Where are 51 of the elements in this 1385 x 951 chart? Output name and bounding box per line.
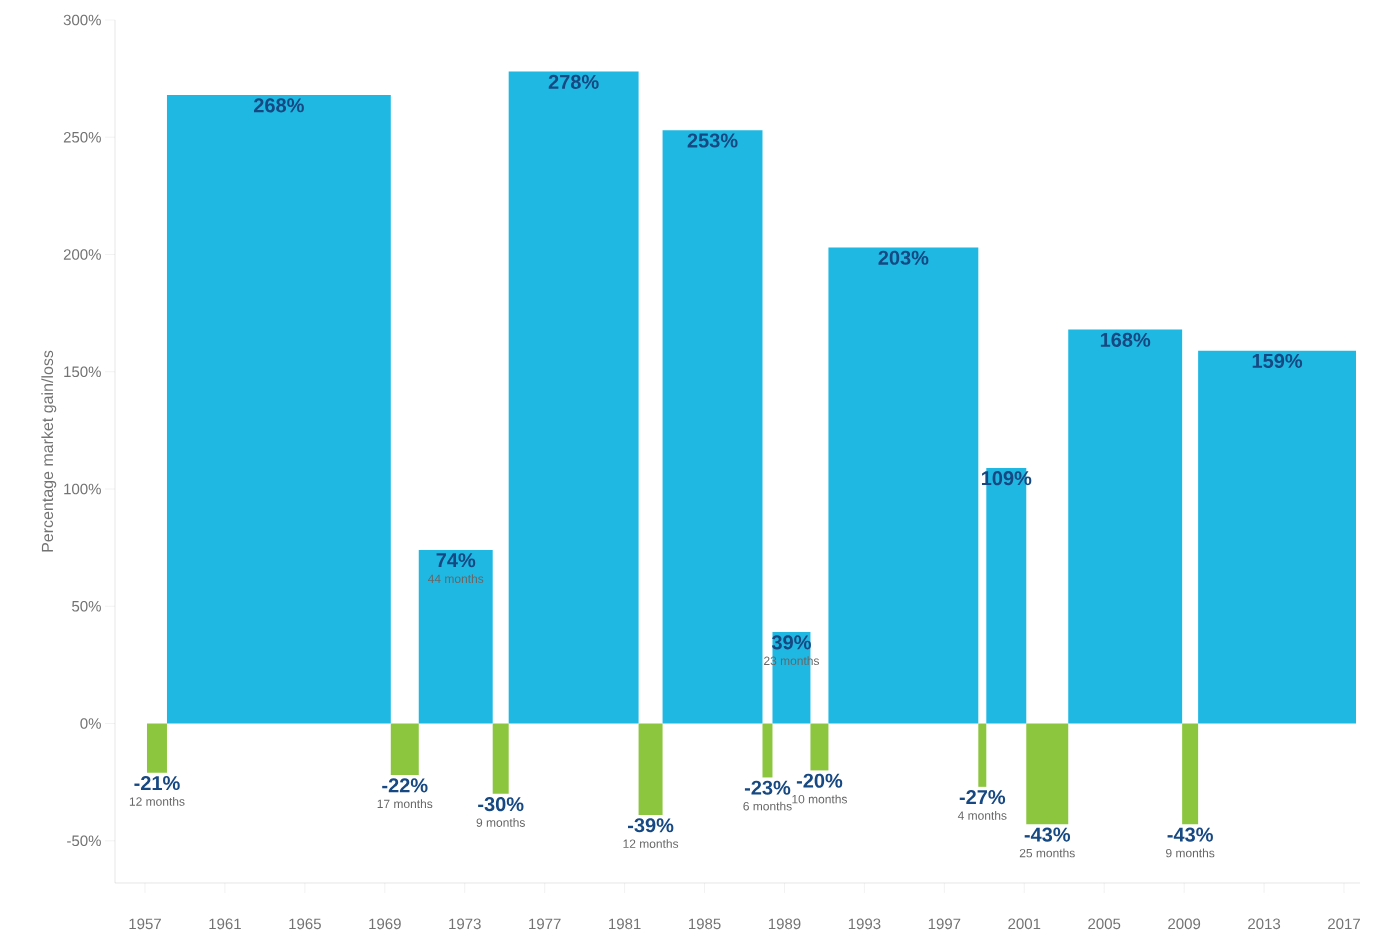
y-tick-label: 100% (64, 483, 101, 495)
y-tick-label: 150% (64, 366, 101, 378)
x-tick-label: 1977 (529, 918, 561, 930)
data-label: 168% (1100, 332, 1151, 347)
annotation: 44 months (428, 574, 484, 583)
data-label: -21% (134, 775, 180, 791)
data-label: -30% (478, 797, 524, 812)
data-label: 74% (436, 553, 476, 568)
x-tick-label: 1993 (848, 918, 881, 930)
data-label: -20% (796, 773, 843, 788)
annotation: 25 months (1019, 848, 1075, 858)
y-tick-label: 200% (63, 249, 101, 260)
x-tick-label: 1981 (609, 918, 641, 930)
annotation: 12 months (623, 839, 679, 848)
y-tick-label: 0% (80, 718, 101, 729)
x-tick-label: 1973 (449, 918, 481, 930)
x-tick-label: 1997 (928, 918, 961, 930)
x-tick-label: 2017 (1328, 918, 1360, 930)
data-label: -27% (959, 790, 1006, 805)
x-tick-label: 1989 (768, 918, 801, 930)
x-tick-label: 2001 (1008, 918, 1041, 930)
y-tick-label: -50% (67, 835, 101, 847)
y-tick-label: 50% (72, 600, 101, 612)
data-label: 203% (878, 250, 929, 265)
annotation: 4 months (957, 811, 1007, 820)
x-tick-label: 2005 (1088, 918, 1121, 930)
x-tick-label: 1965 (289, 918, 321, 930)
data-label: -23% (744, 780, 791, 795)
annotation: 9 months (476, 818, 525, 827)
data-label: 268% (253, 98, 304, 113)
data-label: -43% (1024, 827, 1071, 842)
data-label: 253% (687, 133, 738, 148)
data-label: -22% (382, 778, 428, 793)
y-tick-label: 250% (63, 131, 101, 143)
y-axis-title: Percentage market gain/loss (41, 350, 57, 552)
y-tick-label: 300% (63, 14, 101, 26)
data-label: -39% (628, 818, 674, 833)
x-tick-label: 1985 (688, 918, 721, 930)
data-label: 278% (548, 74, 599, 89)
annotation: 12 months (129, 796, 185, 806)
x-tick-label: 2009 (1168, 918, 1201, 930)
x-tick-label: 1961 (209, 918, 241, 930)
data-label: -43% (1167, 827, 1213, 842)
annotation: 10 months (792, 794, 848, 804)
annotation: 6 months (743, 801, 792, 811)
x-tick-label: 2013 (1248, 918, 1281, 930)
x-tick-label: 1969 (369, 918, 401, 930)
annotation: 9 months (1166, 848, 1215, 858)
annotation: 17 months (377, 799, 433, 809)
x-tick-label: 1957 (129, 918, 161, 930)
data-label: 159% (1252, 353, 1303, 368)
